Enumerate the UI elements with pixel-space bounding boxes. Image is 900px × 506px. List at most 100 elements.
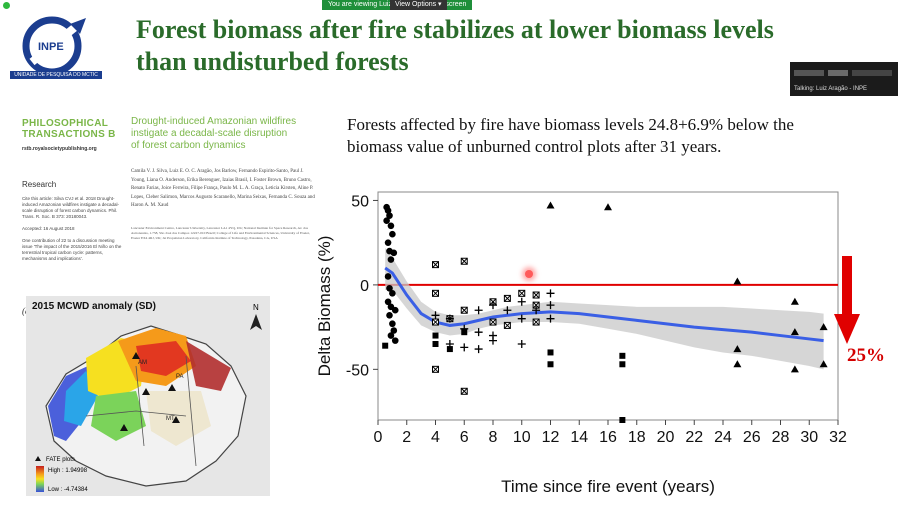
data-point-plus [517,297,526,306]
x-tick-label: 12 [542,429,560,446]
data-point-plus [474,345,483,354]
x-tick-label: 18 [628,429,646,446]
data-point-plus [445,340,454,348]
data-point-triangle [546,201,555,209]
data-point-square [432,341,439,347]
data-point-circle [384,239,392,246]
legend-colorbar [36,466,44,492]
data-point-triangle [790,297,799,305]
share-bar: You are viewing Luiz Aragão - INPE's scr… [0,0,900,10]
data-point-square-x [532,291,540,299]
data-point-circle [384,298,392,306]
data-point-triangle [733,360,742,368]
x-tick-label: 16 [599,429,617,446]
data-point-square-x [460,387,468,395]
north-label: N [253,303,259,312]
data-point-plus [503,306,512,315]
paper-title-line1: Drought-induced Amazonian wildfires [131,116,297,127]
slide-bullet-text: Forests affected by fire have biomass le… [347,114,867,158]
data-point-circle [387,222,395,230]
data-point-square-x [518,289,526,297]
data-point-circle [389,230,396,238]
data-point-triangle [790,328,799,336]
data-point-plus [517,314,526,323]
issue-note: One contribution of 22 to a discussion m… [22,238,122,261]
paper-title-line2: instigate a decadal-scale disruption [131,128,288,139]
x-tick-label: 22 [685,429,703,446]
data-point-circle [390,249,398,257]
x-tick-label: 30 [800,429,818,446]
x-tick-label: 32 [829,429,847,446]
data-point-circle [386,311,393,319]
data-point-square [446,346,453,353]
x-tick-label: 10 [513,429,531,446]
data-point-square-x [460,257,468,265]
bullet-line1: Forests affected by fire have biomass le… [347,115,794,134]
data-point-square-x [503,294,511,302]
logo-text: INPE [38,41,64,53]
data-point-square [547,361,554,368]
state-label-mt: MT [166,416,175,422]
data-point-plus [489,336,497,345]
data-point-circle [389,320,396,328]
slide-title-line2: than undisturbed forests [136,47,409,76]
data-point-circle [384,207,392,214]
data-point-circle [391,306,399,314]
reduction-label: 25% [847,345,885,366]
data-point-plus [474,306,483,315]
data-point-plus [431,311,440,320]
slide-title-line1: Forest biomass after fire stabilizes at … [136,15,774,44]
data-point-plus [546,314,555,323]
legend-low: Low : -4.74384 [48,487,88,493]
video-thumbnail-icon [794,70,892,76]
x-tick-label: 14 [570,429,588,446]
data-point-plus [489,301,497,310]
data-point-circle [389,290,396,297]
cite-text: Cite this article: Silva CVJ et al. 2018… [22,196,120,219]
data-point-square-x [432,289,439,297]
y-tick-label: 0 [360,278,369,295]
paper-title-line3: of forest carbon dynamics [131,140,246,151]
mcwd-map: N AM PA MT FATE plots High : 1.94998 Low… [26,296,270,496]
data-point-triangle [790,365,799,373]
journal-name: PHILOSOPHICAL TRANSACTIONS B [22,118,116,140]
x-tick-label: 0 [374,429,383,446]
paper-affiliations: Lancaster Environment Centre, Lancaster … [131,226,310,240]
speaker-video-tile[interactable]: Talking: Luiz Aragão - INPE [790,62,898,96]
paper-citation: Cite this article: Silva CVJ et al. 2018… [22,196,122,262]
data-point-triangle [819,323,828,331]
data-point-plus [460,324,469,333]
data-point-square-x [432,318,439,326]
data-point-square-x [460,306,468,314]
data-point-plus [445,314,454,323]
fate-plot-icon [35,456,41,461]
data-point-square-x [532,318,540,326]
data-point-triangle [819,360,828,368]
y-axis-label: Delta Biomass (%) [315,236,334,377]
confidence-band [385,247,824,370]
data-point-square-x [489,318,497,326]
data-point-square [382,342,389,349]
logo-caption: UNIDADE DE PESQUISA DO MCTIC [10,71,102,79]
data-point-square [547,349,554,356]
y-tick-label: 50 [351,193,369,210]
data-point-triangle [604,203,612,211]
journal-line2: TRANSACTIONS B [22,129,116,140]
data-point-circle [386,284,393,292]
state-label-am: AM [138,360,147,366]
data-point-circle [387,332,395,339]
data-point-circle [390,327,398,334]
paper-authors: Camila V. J. Silva, Luiz E. O. C. Aragão… [131,169,315,208]
view-options-button[interactable]: View Options ▾ [390,0,447,10]
paper-title: Drought-induced Amazonian wildfires inst… [131,116,311,152]
data-point-square-x [503,321,511,329]
journal-line1: PHILOSOPHICAL [22,118,109,129]
red-down-arrow-icon [834,256,860,344]
north-arrow-icon [250,314,262,330]
data-point-plus [517,340,526,348]
map-title: 2015 MCWD anomaly (SD) [32,301,156,312]
data-point-square [619,361,626,368]
data-point-plus [546,289,555,298]
bullet-line2: biomass value of unburned control plots … [347,137,722,156]
state-label-pa: PA [176,374,184,380]
